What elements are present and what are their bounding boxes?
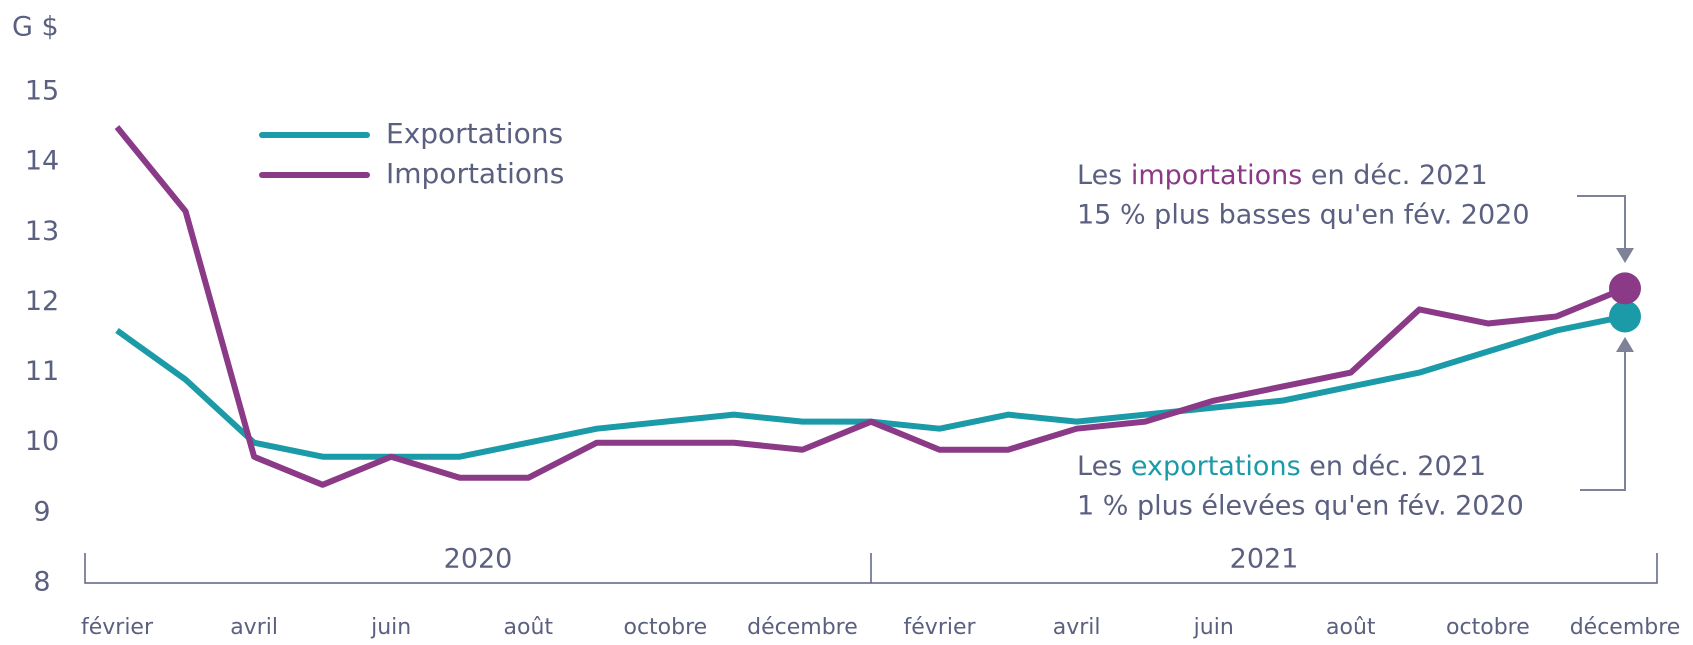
y-tick-label: 9	[33, 496, 50, 527]
y-tick-label: 8	[33, 567, 50, 598]
y-tick-label: 12	[25, 286, 59, 317]
x-tick-label: décembre	[1570, 615, 1681, 640]
annotation-highlight: importations	[1131, 160, 1302, 191]
series-line	[115, 313, 1626, 460]
y-tick-label: 15	[25, 76, 59, 107]
annotation: Les importations en déc. 2021	[1077, 160, 1488, 191]
x-tick-label: avril	[1053, 615, 1101, 640]
x-tick-label: février	[904, 615, 977, 640]
x-tick-label: février	[81, 615, 154, 640]
x-tick-label: octobre	[624, 615, 708, 640]
legend-label: Exportations	[386, 117, 563, 150]
series-line	[114, 125, 1627, 488]
annotation-highlight: exportations	[1131, 451, 1301, 482]
year-bracket	[84, 553, 1658, 584]
x-tick-label: août	[1326, 615, 1376, 640]
arrow-head	[1616, 337, 1634, 352]
annotation: 15 % plus basses qu'en fév. 2020	[1077, 200, 1530, 231]
arrow-line	[1580, 352, 1626, 491]
x-tick-label: octobre	[1446, 615, 1530, 640]
x-tick-label: décembre	[747, 615, 858, 640]
y-axis-label: G $	[12, 12, 59, 43]
end-point	[1609, 272, 1641, 305]
y-tick-label: 13	[25, 216, 59, 247]
x-tick-label: juin	[370, 615, 411, 640]
legend-label: Importations	[386, 157, 564, 190]
annotation-text: en déc. 2021	[1302, 160, 1487, 191]
annotation-text: Les	[1077, 160, 1131, 191]
y-tick-label: 10	[25, 426, 59, 457]
x-tick-label: août	[504, 615, 554, 640]
annotation: Les exportations en déc. 2021	[1077, 451, 1486, 482]
year-label: 2020	[444, 544, 513, 575]
annotation-text: Les	[1077, 451, 1131, 482]
arrow-head	[1616, 248, 1634, 263]
annotation-text: en déc. 2021	[1301, 451, 1486, 482]
year-label: 2021	[1230, 544, 1299, 575]
x-tick-label: juin	[1193, 615, 1234, 640]
end-point	[1609, 300, 1641, 333]
y-tick-label: 11	[25, 356, 59, 387]
annotation: 1 % plus élevées qu'en fév. 2020	[1077, 491, 1524, 522]
arrow-line	[1577, 195, 1626, 248]
x-tick-label: avril	[230, 615, 278, 640]
y-tick-label: 14	[25, 146, 59, 177]
